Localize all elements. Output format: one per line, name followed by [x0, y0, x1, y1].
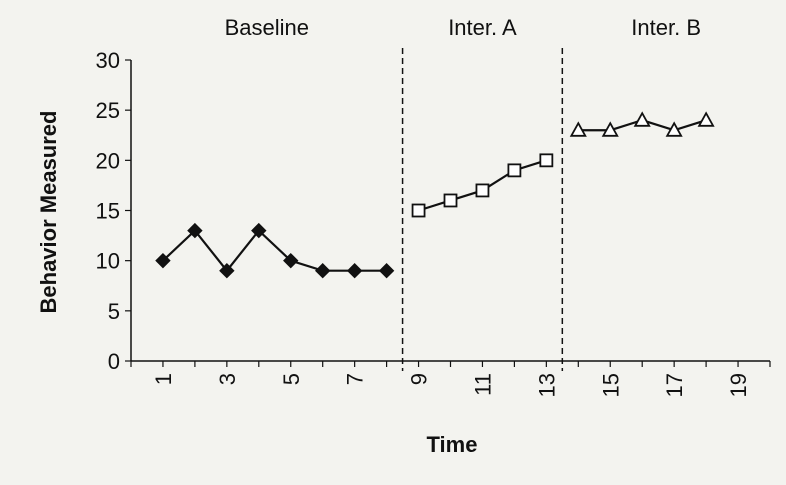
- x-tick-label: 5: [279, 373, 304, 385]
- data-point-diamond: [187, 222, 203, 239]
- y-axis-label: Behavior Measured: [36, 111, 61, 314]
- data-point-square: [475, 183, 490, 198]
- x-tick-label: 9: [407, 373, 432, 385]
- y-tick-label: 30: [96, 48, 120, 73]
- x-tick-label: 7: [343, 373, 368, 385]
- x-tick-label: 11: [470, 373, 495, 396]
- data-point-diamond: [378, 262, 395, 279]
- data-point-triangle: [697, 111, 715, 127]
- phase-label: Inter. A: [448, 15, 517, 40]
- x-tick-label: 3: [215, 373, 240, 385]
- y-tick-label: 25: [96, 98, 120, 123]
- y-tick-label: 0: [108, 349, 120, 374]
- x-tick-label: 15: [598, 373, 623, 397]
- phase-label: Baseline: [225, 15, 309, 40]
- data-point-diamond: [155, 252, 171, 269]
- y-tick-label: 20: [96, 148, 120, 173]
- x-tick-label: 1: [151, 373, 176, 385]
- x-tick-label: 17: [662, 373, 687, 397]
- data-point-diamond: [219, 262, 235, 279]
- data-point-triangle: [601, 121, 619, 137]
- data-point-triangle: [569, 121, 587, 137]
- data-point-diamond: [283, 252, 299, 269]
- data-point-triangle: [633, 111, 651, 127]
- data-point-square: [443, 193, 458, 208]
- phase-label: Inter. B: [631, 15, 701, 40]
- data-point-square: [411, 203, 426, 218]
- phase-labels: Baseline Inter. A Inter. B: [225, 15, 701, 40]
- y-tick-label: 5: [108, 299, 120, 324]
- x-axis-label: Time: [427, 432, 478, 457]
- y-tick-label: 10: [96, 249, 120, 274]
- data-point-diamond: [251, 222, 267, 239]
- series-layer: [155, 111, 715, 279]
- y-tick-label: 15: [96, 199, 120, 224]
- x-tick-label: 19: [726, 373, 751, 397]
- phase-dividers: [401, 48, 564, 371]
- data-point-square: [507, 163, 522, 178]
- data-point-triangle: [665, 121, 683, 137]
- data-point-square: [539, 153, 554, 168]
- x-tick-label: 13: [534, 373, 559, 397]
- data-point-diamond: [314, 262, 331, 279]
- data-point-diamond: [346, 262, 363, 279]
